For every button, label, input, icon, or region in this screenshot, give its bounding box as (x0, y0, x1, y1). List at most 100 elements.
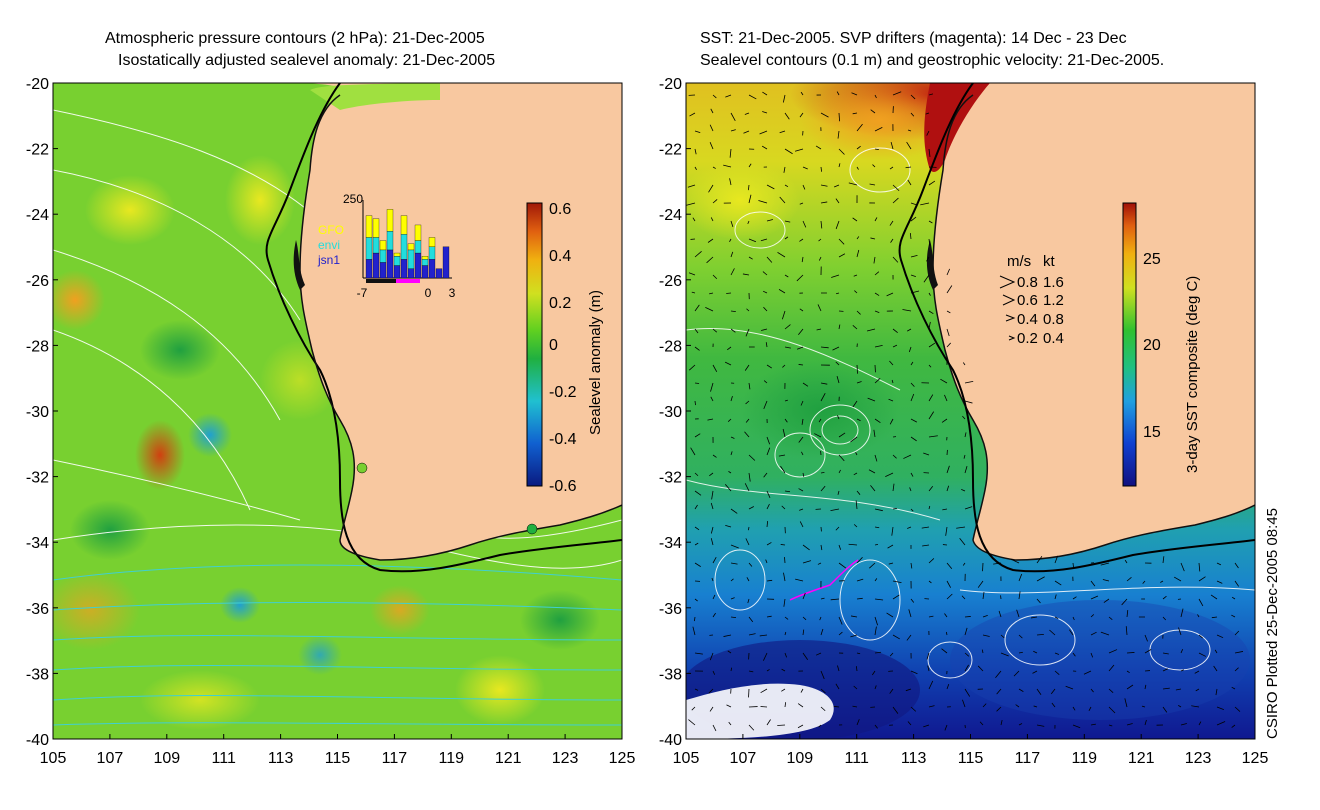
velocity-arrow (820, 184, 828, 187)
velocity-arrow (712, 454, 717, 458)
velocity-arrow (889, 166, 894, 170)
velocity-arrow (748, 562, 753, 567)
velocity-arrow (981, 649, 984, 654)
velocity-arrow (1011, 558, 1020, 564)
velocity-arrow (709, 652, 714, 661)
inset-bar-envi (407, 249, 415, 269)
velocity-arrow (710, 396, 714, 402)
velocity-arrow (745, 538, 750, 546)
velocity-arrow (923, 724, 930, 728)
inset-bar-jsn1 (407, 268, 415, 279)
velocity-arrow (730, 616, 737, 619)
velocity-arrow (835, 220, 840, 230)
velocity-arrow (712, 594, 716, 600)
velocity-arrow (801, 256, 804, 263)
velocity-arrow (907, 129, 912, 132)
x-tick-label: 125 (609, 750, 636, 767)
velocity-arrow (928, 310, 934, 315)
legend-kt-3: 0.4 (1043, 330, 1064, 347)
velocity-arrow (833, 705, 840, 708)
velocity-arrow (779, 196, 786, 204)
velocity-arrow (874, 724, 878, 729)
velocity-arrow (709, 124, 714, 132)
velocity-arrow (964, 432, 967, 438)
velocity-arrow (784, 418, 788, 423)
velocity-arrow (928, 180, 936, 186)
velocity-arrow (799, 202, 804, 205)
velocity-arrow (855, 666, 858, 672)
velocity-arrow (694, 130, 701, 133)
velocity-arrow (909, 233, 912, 240)
velocity-arrow (928, 411, 935, 420)
velocity-arrow (763, 472, 768, 478)
velocity-arrow (874, 127, 883, 132)
velocity-arrow (928, 615, 934, 618)
velocity-arrow (818, 238, 822, 242)
velocity-arrow (1144, 649, 1152, 654)
inset-bar-jsn1 (414, 252, 422, 279)
velocity-arrow (944, 613, 948, 618)
velocity-arrow (838, 163, 841, 168)
velocity-arrow (820, 346, 829, 349)
inset-top-value: 250 (343, 192, 363, 206)
velocity-arrow (889, 652, 894, 657)
velocity-arrow (691, 291, 696, 294)
velocity-arrow (778, 454, 786, 457)
velocity-arrow (946, 310, 951, 314)
velocity-arrow (1162, 616, 1167, 621)
velocity-arrow (799, 112, 804, 118)
velocity-arrow (838, 616, 843, 625)
velocity-arrow (873, 256, 876, 264)
velocity-arrow (1090, 688, 1094, 693)
velocity-arrow (856, 123, 863, 132)
x-tick-label: 119 (1072, 750, 1098, 767)
velocity-arrow (1231, 596, 1236, 600)
velocity-arrow (708, 184, 714, 193)
velocity-arrow (892, 256, 899, 263)
velocity-arrow (885, 472, 894, 478)
velocity-arrow (1142, 580, 1146, 584)
velocity-arrow (928, 292, 931, 296)
y-tick-label: -40 (659, 732, 682, 749)
velocity-arrow (709, 472, 714, 477)
velocity-arrow (799, 521, 804, 528)
y-tick-label: -32 (659, 470, 682, 487)
velocity-arrow (763, 400, 768, 410)
velocity-arrow (830, 508, 840, 512)
velocity-arrow (763, 380, 768, 384)
x-tick-label: 111 (212, 750, 236, 767)
velocity-arrow (874, 651, 882, 654)
sst-colorbar-label: 3-day SST composite (deg C) (1184, 276, 1201, 473)
velocity-arrow (946, 485, 950, 492)
velocity-arrow (923, 274, 930, 283)
velocity-arrow (784, 631, 787, 636)
velocity-arrow (855, 452, 858, 456)
velocity-arrow (852, 324, 858, 330)
velocity-arrow (907, 526, 912, 529)
x-tick-label: 123 (1185, 750, 1212, 767)
velocity-arrow (711, 577, 714, 582)
right-title-line2: Sealevel contours (0.1 m) and geostrophi… (700, 52, 1165, 69)
velocity-arrow (779, 130, 786, 134)
velocity-arrow (783, 572, 786, 582)
velocity-arrow (765, 559, 768, 564)
velocity-arrow (837, 415, 840, 420)
velocity-arrow (1036, 633, 1044, 636)
velocity-arrow (724, 361, 732, 366)
velocity-arrow (694, 504, 698, 510)
velocity-arrow (694, 304, 700, 312)
velocity-arrow (745, 328, 750, 337)
velocity-arrow (694, 526, 700, 531)
y-tick-label: -30 (26, 404, 49, 421)
velocity-arrow (873, 429, 876, 438)
velocity-arrow (745, 400, 750, 405)
speed-legend: m/s kt 0.8 1.6 0.6 1.2 0.4 0.8 0.2 0.4 (999, 253, 1064, 347)
velocity-arrow (688, 272, 696, 276)
velocity-arrow (730, 578, 734, 582)
velocity-arrow (817, 562, 822, 565)
left-title-line2: Isostatically adjusted sealevel anomaly:… (118, 52, 496, 69)
velocity-arrow (910, 216, 917, 222)
velocity-arrow (982, 703, 987, 708)
velocity-arrow (726, 704, 732, 708)
